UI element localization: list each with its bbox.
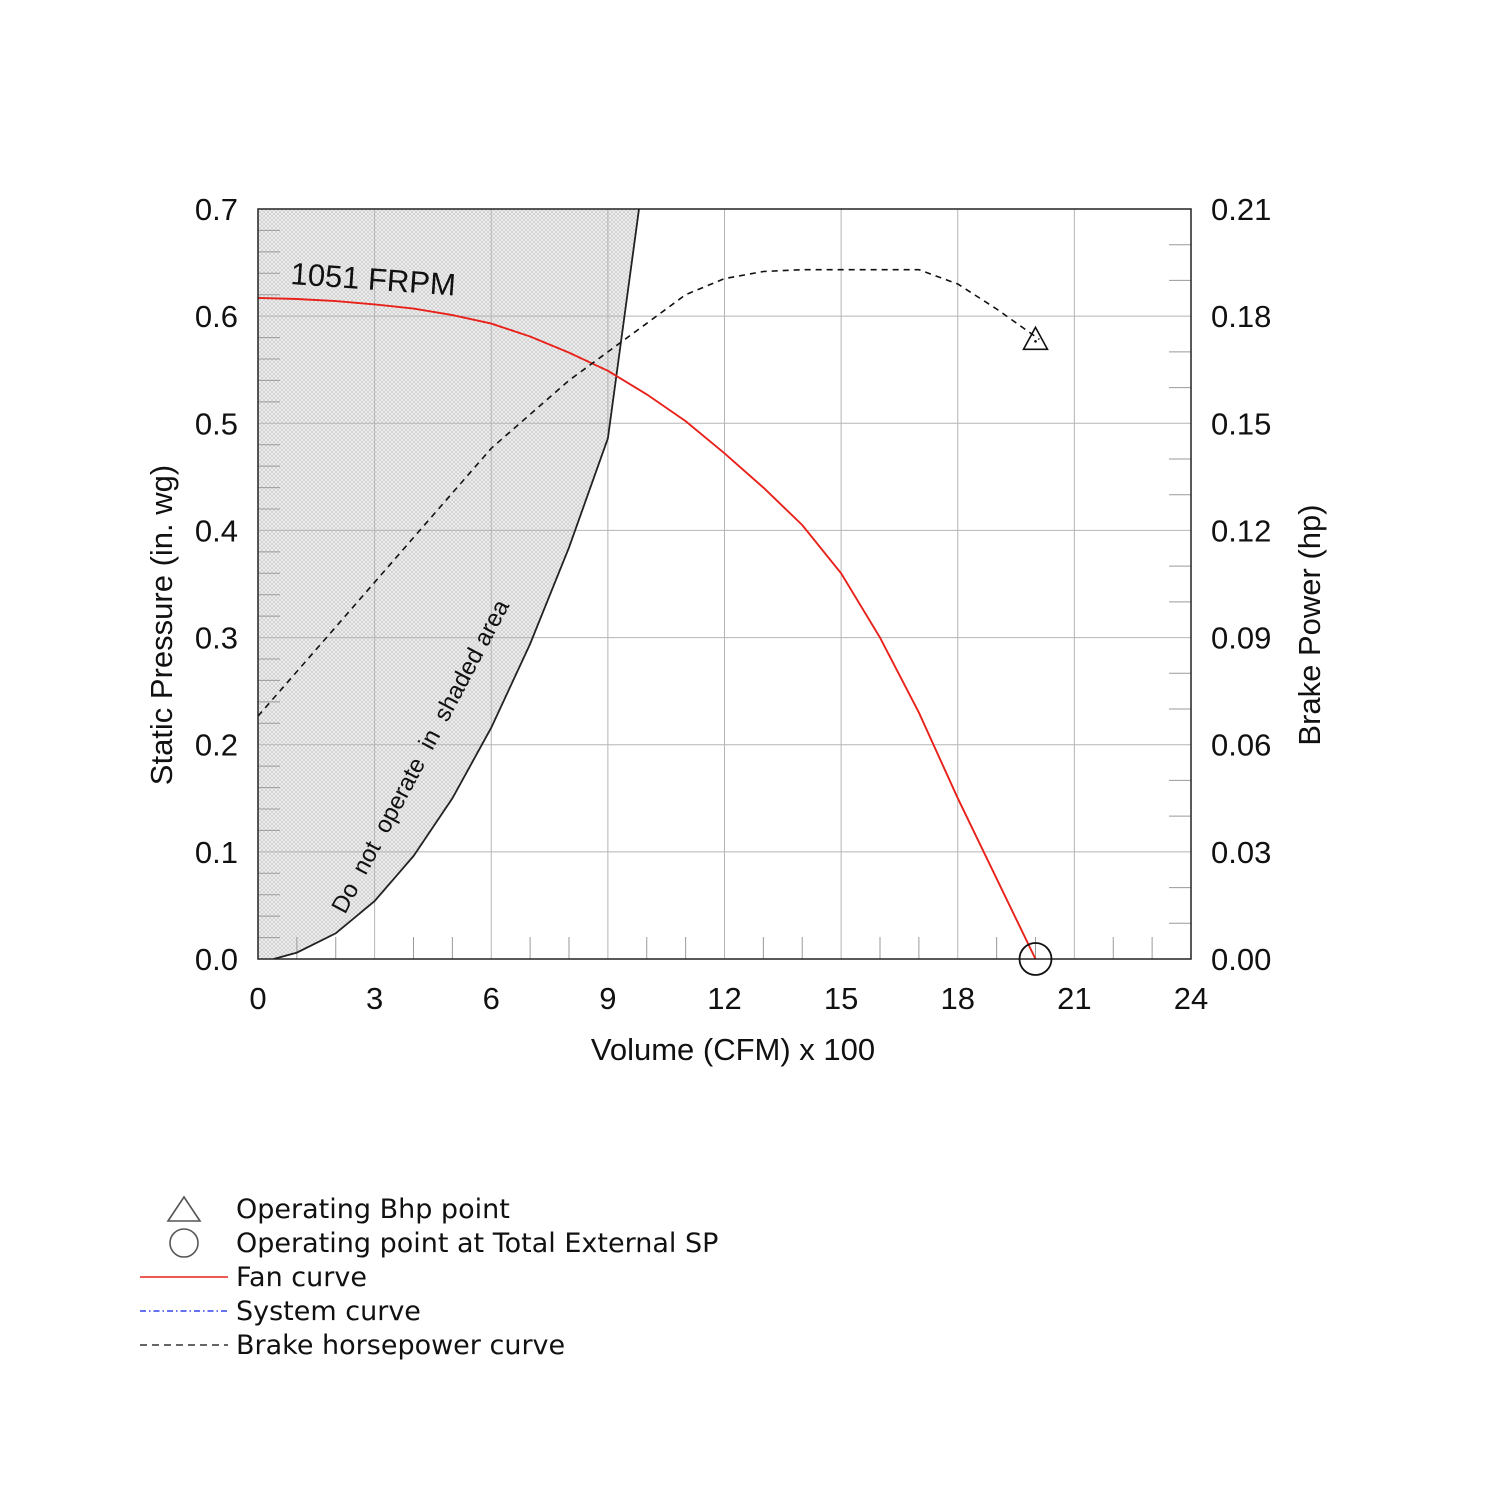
operating-point-circle-marker (1018, 942, 1053, 976)
y-right-tick-label: 0.00 (1211, 942, 1271, 977)
legend-item-operating-point: Operating point at Total External SP (138, 1226, 718, 1260)
y-right-tick-label: 0.09 (1211, 621, 1271, 656)
fan-performance-chart: 0 3 6 9 12 15 18 21 24 0.0 0.1 0.2 0.3 0.4 0.5 0.6 0.7 0.… (144, 192, 1327, 1067)
plot-frame (257, 208, 1192, 960)
y-left-tick-label: 0.3 (195, 621, 238, 656)
y-left-tick-label: 0.0 (195, 942, 238, 977)
y-right-tick-label: 0.12 (1211, 513, 1271, 548)
y-right-tick-label: 0.18 (1211, 299, 1271, 334)
legend: Operating Bhp point Operating point at T… (138, 1192, 718, 1362)
y-right-tick-label: 0.06 (1211, 728, 1271, 763)
shaded-region (258, 209, 639, 959)
y-left-tick-label: 0.6 (195, 299, 238, 334)
y-right-axis-title: Brake Power (hp) (1292, 504, 1327, 745)
legend-item-fan-curve: Fan curve (138, 1260, 718, 1294)
legend-item-bhp-point: Operating Bhp point (138, 1192, 718, 1226)
y-left-axis-title: Static Pressure (in. wg) (144, 465, 179, 785)
y-right-tick-label: 0.03 (1211, 835, 1271, 870)
shaded-region-boundary (273, 209, 640, 959)
y-left-tick-label: 0.7 (195, 192, 238, 227)
x-axis-title: Volume (CFM) x 100 (591, 1032, 875, 1067)
legend-label: Operating point at Total External SP (236, 1227, 719, 1259)
y-right-tick-label: 0.15 (1211, 406, 1271, 441)
brake-horsepower-curveline (258, 268, 1040, 717)
x-tick-label: 9 (599, 981, 616, 1016)
y-left-tick-label: 0.1 (195, 835, 238, 870)
legend-label: System curve (236, 1295, 421, 1327)
y-right-tick-label: 0.21 (1211, 192, 1271, 227)
x-tick-label: 12 (707, 981, 741, 1016)
x-tick-label: 3 (366, 981, 383, 1016)
legend-item-system-curve: System curve (138, 1294, 718, 1328)
y-left-tick-label: 0.4 (195, 513, 238, 548)
x-tick-label: 0 (249, 981, 266, 1016)
triangle-marker-shape (1022, 325, 1049, 351)
legend-item-bhp-curve: Brake horsepower curve (138, 1328, 718, 1362)
triangle-marker-dot (1034, 340, 1037, 343)
legend-dashdot-line-icon (138, 1294, 230, 1328)
fan-curveline (258, 296, 1037, 959)
operating-bhp-triangle-marker (1022, 325, 1049, 351)
x-tick-label: 24 (1174, 981, 1208, 1016)
x-tick-label: 18 (941, 981, 975, 1016)
y-left-tick-label: 0.2 (195, 728, 238, 763)
legend-label: Brake horsepower curve (236, 1329, 566, 1361)
x-tick-label: 6 (483, 981, 500, 1016)
legend-solid-line-icon (138, 1260, 230, 1294)
x-tick-label: 21 (1057, 981, 1091, 1016)
legend-circle-icon (138, 1226, 230, 1260)
legend-label: Operating Bhp point (236, 1193, 510, 1225)
x-tick-label: 15 (824, 981, 858, 1016)
y-left-tick-label: 0.5 (195, 406, 238, 441)
legend-label: Fan curve (236, 1261, 367, 1293)
legend-dashed-line-icon (138, 1328, 230, 1362)
legend-triangle-icon (138, 1192, 230, 1226)
